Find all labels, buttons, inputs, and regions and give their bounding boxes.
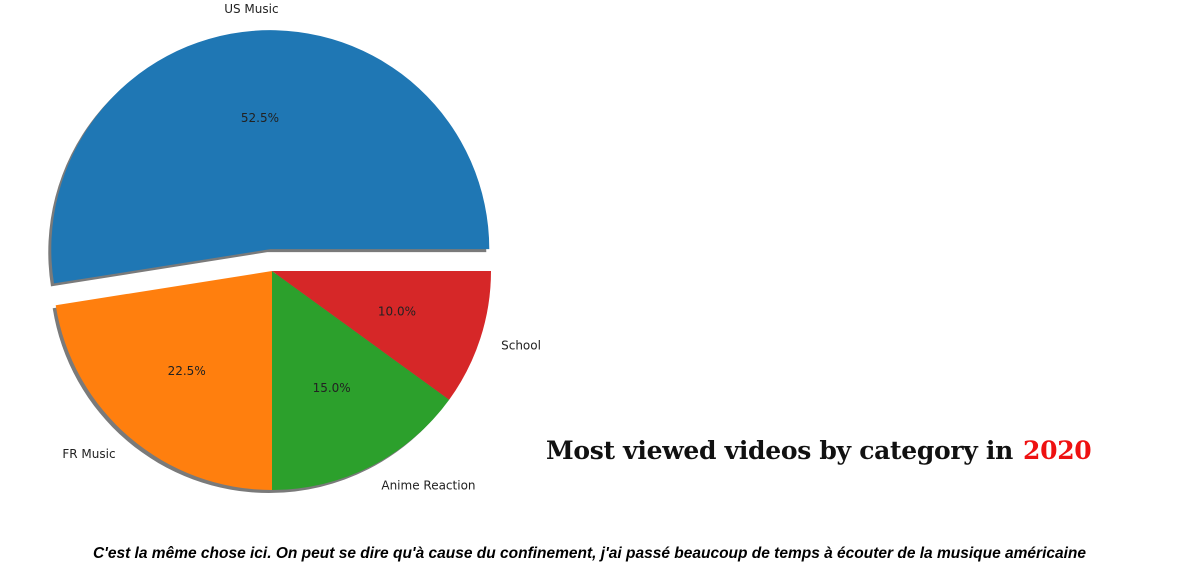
- category-label-fr-music: FR Music: [62, 447, 115, 461]
- pie-labels: 52.5% US Music 22.5% FR Music 15.0% Anime Rea…: [62, 2, 541, 493]
- percent-label-anime-reaction: 15.0%: [313, 381, 351, 395]
- chart-title-year: 2020: [1023, 436, 1092, 465]
- chart-title: Most viewed videos by category in 2020: [546, 436, 1092, 465]
- category-label-us-music: US Music: [224, 2, 278, 16]
- slice-us-music: [51, 30, 490, 284]
- slice-school: [272, 271, 491, 400]
- category-label-anime-reaction: Anime Reaction: [381, 479, 475, 493]
- chart-title-text: Most viewed videos by category in: [546, 436, 1013, 465]
- caption-text: C'est la même chose ici. On peut se dire…: [92, 545, 1087, 562]
- slice-anime-reaction: [272, 271, 450, 490]
- pie-slices: [51, 30, 491, 490]
- slice-fr-music: [55, 271, 272, 490]
- percent-label-us-music: 52.5%: [241, 111, 279, 125]
- percent-label-school: 10.0%: [378, 305, 416, 319]
- percent-label-fr-music: 22.5%: [168, 364, 206, 378]
- category-label-school: School: [501, 338, 541, 352]
